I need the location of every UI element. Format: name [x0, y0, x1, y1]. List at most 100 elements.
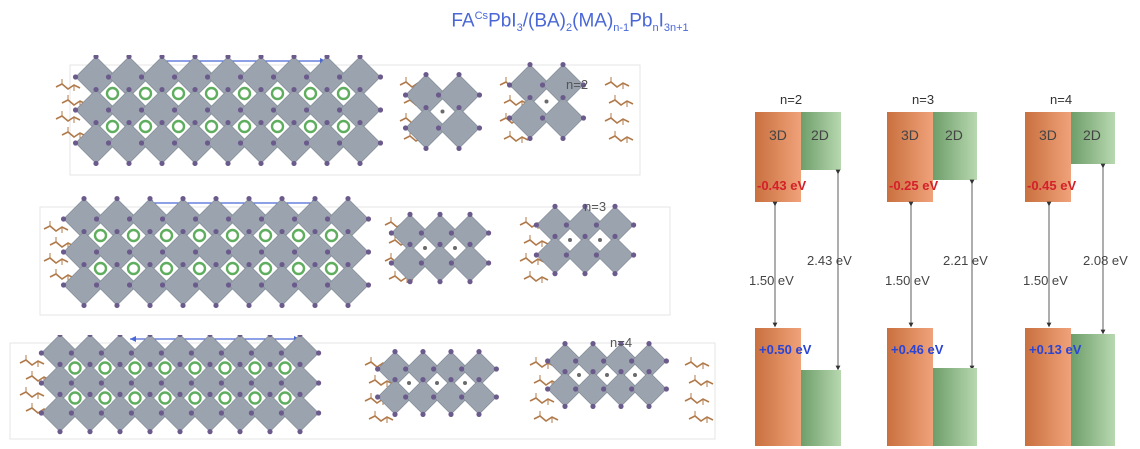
- organic-chain: [368, 415, 394, 422]
- structure-n2: n=2: [55, 55, 641, 176]
- iodide-atom: [159, 249, 166, 255]
- iodide-atom: [324, 249, 331, 255]
- iodide-atom: [418, 230, 424, 236]
- iodide-atom: [171, 107, 178, 113]
- organic-chain: [688, 379, 714, 386]
- iodide-atom: [631, 222, 637, 228]
- iodide-atom: [81, 261, 87, 268]
- iodide-atom: [539, 115, 546, 121]
- octahedron: [438, 107, 480, 149]
- iodide-atom: [552, 271, 558, 277]
- iodide-atom: [646, 341, 652, 347]
- gap-3d: 1.50 eV: [885, 273, 930, 288]
- cation-atom: [68, 391, 82, 405]
- vb-offset: +0.46 eV: [891, 342, 944, 357]
- iodide-atom: [563, 252, 570, 258]
- bar-3d-valence: [1025, 328, 1071, 446]
- iodide-atom: [486, 230, 492, 236]
- layered-slab-1: [402, 71, 483, 152]
- iodide-atom: [324, 160, 330, 167]
- iodide-atom: [126, 119, 132, 126]
- organic-chain: [43, 225, 69, 232]
- iodide-atom: [279, 261, 285, 268]
- iodide-atom: [225, 55, 231, 60]
- organic-chain: [604, 81, 630, 88]
- cation-atom: [270, 86, 285, 101]
- organic-chain: [608, 99, 634, 106]
- structure-n3: n=3: [39, 195, 671, 316]
- iodide-atom: [270, 140, 277, 146]
- iodide-atom: [93, 119, 99, 126]
- bulk-perovskite: [38, 335, 322, 435]
- iodide-atom: [365, 249, 372, 255]
- iodide-atom: [303, 107, 310, 113]
- organic-chain: [533, 379, 559, 386]
- bar-2d-valence: [801, 370, 841, 446]
- organic-layer-right: [684, 357, 714, 423]
- iodide-atom: [126, 55, 132, 60]
- octahedron: [461, 379, 497, 415]
- cation-atom: [291, 228, 306, 243]
- iodide-atom: [407, 241, 413, 247]
- iodide-atom: [388, 230, 394, 236]
- bar-3d-conduction: [887, 112, 933, 202]
- iodide-atom: [213, 302, 219, 309]
- iodide-atom: [345, 228, 351, 235]
- iodide-atom: [171, 140, 178, 146]
- label-2d: 2D: [945, 127, 963, 143]
- iodide-atom: [459, 366, 465, 372]
- iodide-atom: [533, 222, 540, 228]
- iodide-atom: [437, 211, 443, 217]
- iodide-atom: [420, 349, 426, 355]
- iodide-atom: [377, 74, 384, 80]
- iodide-atom: [267, 361, 273, 367]
- bulk-perovskite: [72, 55, 384, 167]
- bar-2d-conduction: [933, 112, 977, 180]
- iodide-atom: [560, 135, 566, 142]
- iodide-atom: [336, 140, 343, 146]
- iodide-atom: [258, 119, 264, 126]
- organic-chain: [523, 239, 549, 246]
- ma-cation: [453, 246, 457, 250]
- cation-atom: [93, 228, 108, 243]
- organic-chain: [684, 397, 710, 404]
- cb-offset: -0.45 eV: [1027, 178, 1076, 193]
- iodide-atom: [291, 282, 298, 288]
- iodide-atom: [324, 282, 331, 288]
- iodide-atom: [218, 410, 224, 416]
- iodide-atom: [423, 71, 429, 78]
- iodide-atom: [72, 107, 79, 113]
- iodide-atom: [248, 350, 254, 356]
- iodide-atom: [593, 252, 600, 258]
- iodide-atom: [403, 394, 409, 400]
- iodide-atom: [237, 107, 244, 113]
- iodide-atom: [246, 302, 252, 309]
- band-alignment-diagram: n=2 3D 2D -0.43 eV 1.50 eV 2.43 eV +0.50…: [749, 92, 1128, 446]
- iodide-atom: [618, 403, 624, 409]
- iodide-atom: [138, 140, 145, 146]
- iodide-atom: [128, 410, 134, 416]
- iodide-atom: [180, 302, 186, 309]
- cation-atom: [138, 86, 153, 101]
- iodide-atom: [456, 104, 462, 111]
- iodide-atom: [601, 358, 607, 364]
- iodide-atom: [448, 411, 454, 417]
- iodide-atom: [207, 391, 213, 397]
- cation-atom: [270, 119, 285, 134]
- organic-chain: [49, 241, 75, 248]
- iodide-atom: [493, 366, 499, 372]
- iodide-atom: [357, 86, 363, 93]
- iodide-atom: [336, 74, 343, 80]
- cation-atom: [159, 261, 174, 276]
- vb-offset: +0.50 eV: [759, 342, 812, 357]
- iodide-atom: [291, 160, 297, 167]
- iodide-atom: [147, 391, 153, 397]
- cation-atom: [171, 119, 186, 134]
- iodide-atom: [375, 366, 381, 372]
- band-column-n3: n=3 3D 2D -0.25 eV 1.50 eV 2.21 eV +0.46…: [885, 92, 988, 446]
- iodide-atom: [159, 119, 165, 126]
- iodide-atom: [180, 261, 186, 268]
- iodide-atom: [527, 94, 533, 101]
- iodide-atom: [377, 107, 384, 113]
- iodide-atom: [573, 386, 579, 392]
